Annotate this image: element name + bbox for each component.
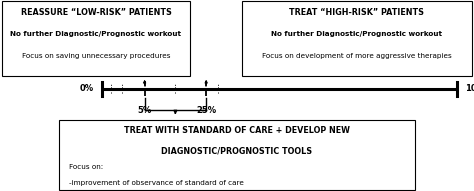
- Text: REASSURE “LOW-RISK” PATIENTS: REASSURE “LOW-RISK” PATIENTS: [20, 8, 172, 17]
- Text: 5%: 5%: [137, 106, 152, 115]
- Text: No further Diagnostic/Prognostic workout: No further Diagnostic/Prognostic workout: [271, 31, 442, 36]
- Text: TREAT “HIGH-RISK” PATIENTS: TREAT “HIGH-RISK” PATIENTS: [289, 8, 424, 17]
- Text: 0%: 0%: [80, 84, 94, 93]
- Text: Focus on saving unnecessary procedures: Focus on saving unnecessary procedures: [22, 53, 170, 59]
- Text: TREAT WITH STANDARD OF CARE + DEVELOP NEW: TREAT WITH STANDARD OF CARE + DEVELOP NE…: [124, 126, 350, 135]
- FancyBboxPatch shape: [242, 1, 472, 76]
- Text: DIAGNOSTIC/PROGNOSTIC TOOLS: DIAGNOSTIC/PROGNOSTIC TOOLS: [162, 146, 312, 155]
- Text: -improvement of observance of standard of care: -improvement of observance of standard o…: [69, 180, 244, 186]
- Text: No further Diagnostic/Prognostic workout: No further Diagnostic/Prognostic workout: [10, 31, 182, 36]
- Text: Focus on:: Focus on:: [69, 164, 103, 170]
- FancyBboxPatch shape: [2, 1, 190, 76]
- Text: 100%: 100%: [465, 84, 474, 93]
- Text: 25%: 25%: [196, 106, 216, 115]
- Text: Focus on development of more aggressive therapies: Focus on development of more aggressive …: [262, 53, 452, 59]
- FancyBboxPatch shape: [59, 120, 415, 190]
